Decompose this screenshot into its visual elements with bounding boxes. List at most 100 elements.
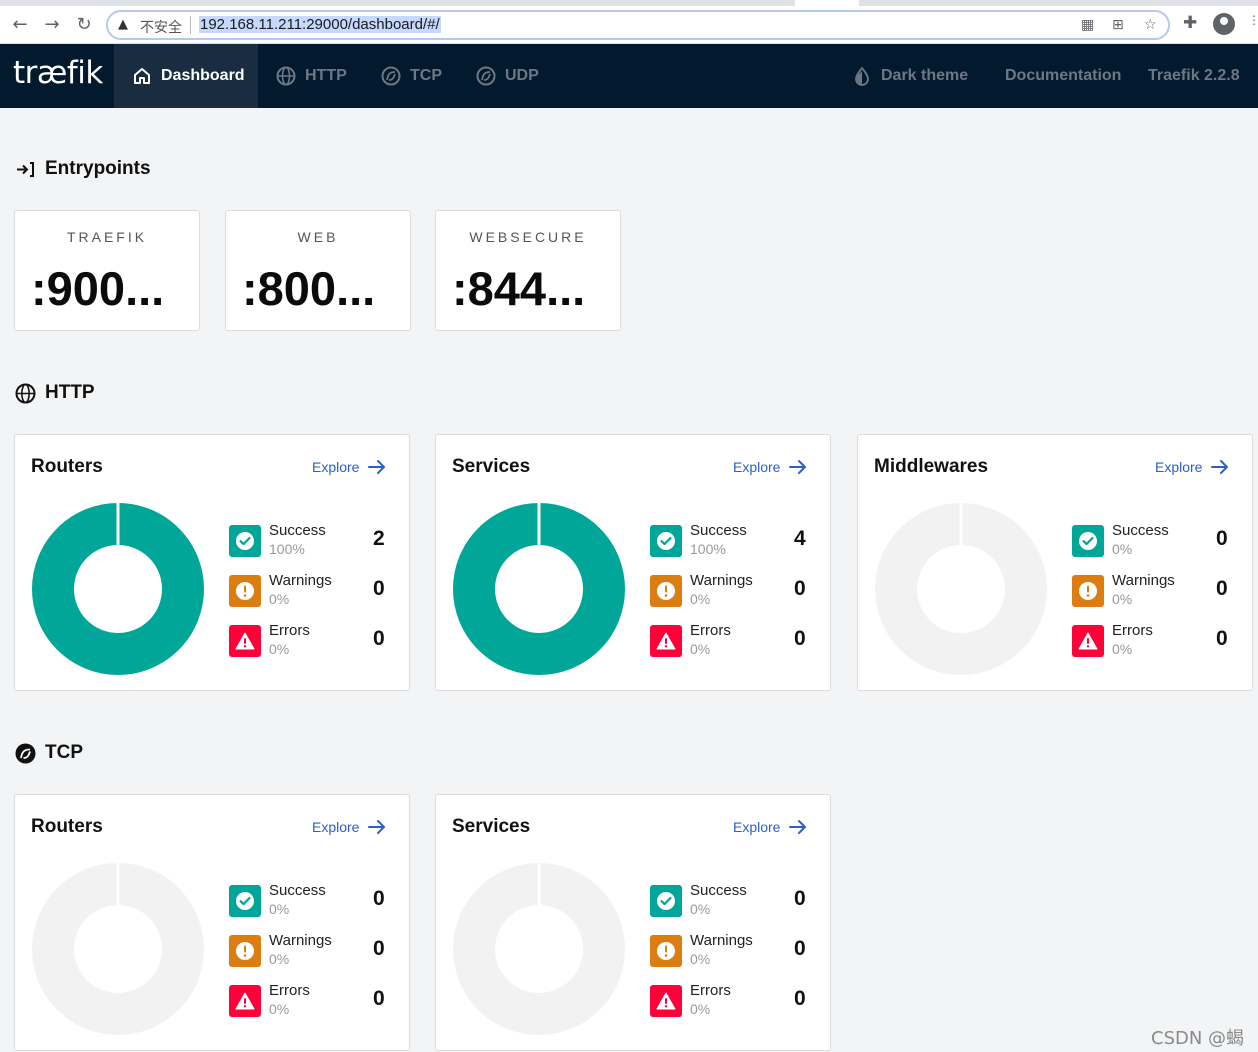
errors-row: Errors 0% 0 xyxy=(650,981,810,1021)
warnings-count: 0 xyxy=(794,577,806,600)
card-title: Middlewares xyxy=(874,456,989,477)
card-title: Routers xyxy=(31,456,103,477)
success-count: 2 xyxy=(373,527,385,550)
card-title: Routers xyxy=(31,816,103,837)
http-services-card: Services Explore Success 100% 4 Warnings 0% 0 Er… xyxy=(435,434,831,691)
profile-avatar-icon[interactable] xyxy=(1213,13,1235,35)
security-label[interactable]: 不安全 xyxy=(140,20,182,36)
globe-icon xyxy=(276,66,296,86)
entrypoint-card[interactable]: WEB :800... xyxy=(225,210,411,331)
success-count: 0 xyxy=(373,887,385,910)
errors-label: Errors xyxy=(269,622,310,639)
extensions-puzzle-icon[interactable]: ✚ xyxy=(1183,13,1198,33)
bookmark-star-icon[interactable]: ☆ xyxy=(1144,17,1157,33)
warnings-count: 0 xyxy=(373,577,385,600)
warnings-label: Warnings xyxy=(269,932,332,949)
arrow-right-icon xyxy=(789,819,807,835)
http-heading: HTTP xyxy=(15,382,95,404)
menu-dots-icon[interactable]: ⋮ xyxy=(1248,13,1258,27)
success-count: 0 xyxy=(1216,527,1228,550)
qr-code-icon[interactable]: ▦ xyxy=(1081,17,1095,33)
success-label: Success xyxy=(269,882,326,899)
warnings-label: Warnings xyxy=(690,572,753,589)
nav-http-label: HTTP xyxy=(305,67,347,84)
documentation-link[interactable]: Documentation xyxy=(1005,44,1121,108)
status-donut-chart xyxy=(32,503,204,675)
errors-count: 0 xyxy=(1216,627,1228,650)
success-row: Success 0% 0 xyxy=(229,881,389,921)
traefik-logo[interactable]: træfik xyxy=(13,55,103,91)
errors-label: Errors xyxy=(690,982,731,999)
translate-icon[interactable]: ⊞ xyxy=(1112,17,1124,33)
status-donut-chart xyxy=(32,863,204,1035)
forward-arrow-icon[interactable]: → xyxy=(44,14,60,35)
entrypoint-card[interactable]: TRAEFIK :900... xyxy=(14,210,200,331)
explore-label: Explore xyxy=(312,459,360,475)
explore-link[interactable]: Explore xyxy=(1155,459,1229,475)
success-row: Success 0% 0 xyxy=(650,881,810,921)
entrypoints-title: Entrypoints xyxy=(45,158,151,179)
http-routers-card: Routers Explore Success 100% 2 Warnings 0% 0 Err… xyxy=(14,434,410,691)
success-count: 4 xyxy=(794,527,806,550)
errors-percent: 0% xyxy=(269,1001,290,1017)
entrypoint-port: :844... xyxy=(452,262,586,315)
errors-row: Errors 0% 0 xyxy=(229,981,389,1021)
success-row: Success 0% 0 xyxy=(1072,521,1232,561)
address-bar[interactable]: ▲ 不安全 192.168.11.211:29000/dashboard/#/ … xyxy=(106,10,1170,40)
error-icon xyxy=(1072,625,1104,657)
success-percent: 100% xyxy=(269,541,305,557)
browser-toolbar: ← → ↻ ▲ 不安全 192.168.11.211:29000/dashboa… xyxy=(0,0,1258,44)
errors-label: Errors xyxy=(690,622,731,639)
version-link[interactable]: Traefik 2.2.8 xyxy=(1148,44,1240,108)
status-donut-chart xyxy=(453,863,625,1035)
warnings-row: Warnings 0% 0 xyxy=(650,931,810,971)
dark-theme-toggle[interactable]: Dark theme xyxy=(852,44,968,108)
errors-count: 0 xyxy=(794,987,806,1010)
errors-label: Errors xyxy=(269,982,310,999)
tcp-title: TCP xyxy=(45,742,83,763)
back-arrow-icon[interactable]: ← xyxy=(12,14,28,35)
error-icon xyxy=(650,625,682,657)
error-icon xyxy=(650,985,682,1017)
url-text[interactable]: 192.168.11.211:29000/dashboard/#/ xyxy=(199,16,441,33)
warnings-count: 0 xyxy=(794,937,806,960)
nav-http[interactable]: HTTP xyxy=(276,44,347,108)
errors-percent: 0% xyxy=(690,1001,711,1017)
success-label: Success xyxy=(690,522,747,539)
nav-udp-label: UDP xyxy=(505,67,539,84)
warnings-label: Warnings xyxy=(269,572,332,589)
success-label: Success xyxy=(690,882,747,899)
explore-link[interactable]: Explore xyxy=(733,459,807,475)
success-icon xyxy=(229,885,261,917)
success-row: Success 100% 4 xyxy=(650,521,810,561)
warnings-percent: 0% xyxy=(690,951,711,967)
nav-udp[interactable]: UDP xyxy=(476,44,539,108)
warnings-count: 0 xyxy=(373,937,385,960)
warnings-percent: 0% xyxy=(690,591,711,607)
warning-icon[interactable]: ▲ xyxy=(118,17,128,32)
active-tab[interactable] xyxy=(795,0,859,6)
warnings-count: 0 xyxy=(1216,577,1228,600)
entrypoints-heading: Entrypoints xyxy=(15,158,151,180)
separator xyxy=(190,16,191,34)
dark-theme-label: Dark theme xyxy=(881,67,969,84)
home-icon xyxy=(132,66,152,86)
warning-icon xyxy=(1072,575,1104,607)
warning-icon xyxy=(229,935,261,967)
entrypoint-port: :800... xyxy=(242,262,376,315)
arrow-right-icon xyxy=(368,459,386,475)
explore-link[interactable]: Explore xyxy=(733,819,807,835)
reload-icon[interactable]: ↻ xyxy=(76,14,92,35)
nav-dashboard[interactable]: Dashboard xyxy=(114,44,258,108)
errors-row: Errors 0% 0 xyxy=(650,621,810,661)
warnings-row: Warnings 0% 0 xyxy=(229,931,389,971)
entrypoint-name: TRAEFIK xyxy=(66,229,148,245)
entrypoint-card[interactable]: WEBSECURE :844... xyxy=(435,210,621,331)
warnings-percent: 0% xyxy=(269,591,290,607)
warnings-row: Warnings 0% 0 xyxy=(229,571,389,611)
warnings-row: Warnings 0% 0 xyxy=(1072,571,1232,611)
drop-icon xyxy=(852,66,872,86)
nav-tcp[interactable]: TCP xyxy=(381,44,442,108)
explore-link[interactable]: Explore xyxy=(312,819,386,835)
explore-link[interactable]: Explore xyxy=(312,459,386,475)
